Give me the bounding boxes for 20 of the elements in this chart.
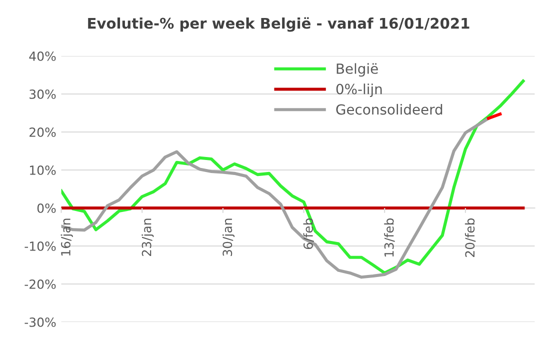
y-tick-label: 30% [30,89,56,99]
y-tick-label: -30% [24,317,56,327]
y-tick-label: 40% [29,51,56,61]
legend-label: België [336,63,378,77]
x-tick-label: 13/feb [384,218,395,256]
y-tick-label: 20% [30,127,56,137]
line-series [61,80,525,275]
legend-label: Geconsolideerd [336,104,442,115]
x-tick-label: 6/feb [303,218,314,250]
x-tick-label: 16/jan [60,218,73,256]
y-tick-label: -20% [24,279,56,289]
x-tick-label: 30/jan [222,218,235,256]
y-tick-label: 0% [37,203,56,213]
y-tick-label: 10% [30,165,56,175]
chart-title: Evolutie-% per week België - vanaf 16/01/2021 [88,17,470,32]
line-series [61,116,490,279]
legend-label: 0%-lijn [336,84,382,98]
y-tick-label: -10% [24,241,56,251]
x-tick-label: 20/feb [464,218,476,257]
x-tick-label: 23/jan [142,218,154,256]
